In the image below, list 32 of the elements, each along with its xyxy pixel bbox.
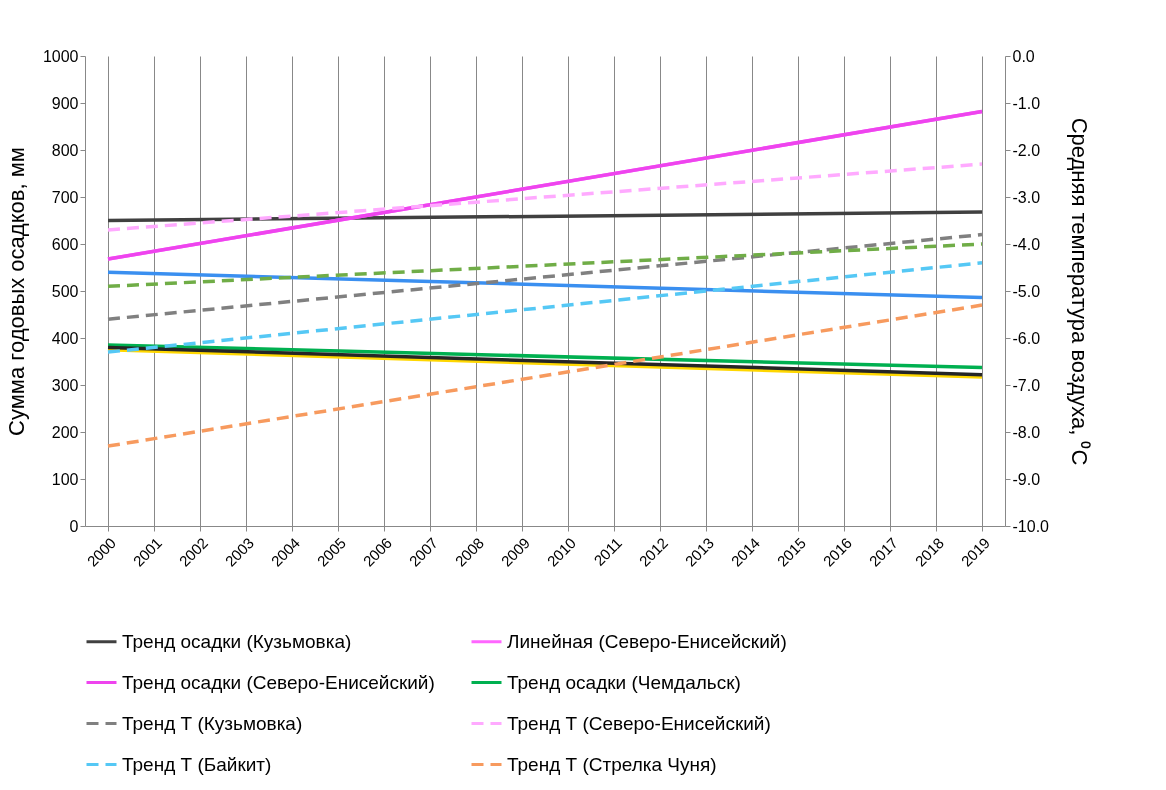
legend-label: Тренд Т (Северо-Енисейский)	[507, 712, 771, 734]
y-tick-label: 800	[51, 141, 79, 159]
y-tick-label: 900	[51, 94, 79, 112]
y2-tick-label: 0.0	[1012, 47, 1035, 65]
y2-tick-label: -8.0	[1012, 423, 1041, 441]
y2-tick-label: -6.0	[1012, 329, 1041, 347]
y2-tick-label: -10.0	[1012, 517, 1050, 535]
y-tick-label: 400	[51, 329, 79, 347]
y-tick-label: 500	[51, 282, 79, 300]
y-axis-title: Сумма годовых осадков, мм	[3, 147, 29, 436]
y2-tick-label: -1.0	[1012, 94, 1041, 112]
y-tick-label: 300	[51, 376, 79, 394]
legend-label: Тренд Т (Стрелка Чуня)	[507, 753, 717, 775]
y2-tick-label: -2.0	[1012, 141, 1041, 159]
y2-tick-label: -7.0	[1012, 376, 1041, 394]
legend-label: Тренд осадки (Чемдальск)	[507, 671, 741, 693]
y-tick-label: 100	[51, 470, 79, 488]
legend-label: Линейная (Северо-Енисейский)	[507, 630, 787, 652]
y-tick-label: 600	[51, 235, 79, 253]
y-tick-label: 1000	[42, 47, 79, 65]
y-tick-label: 700	[51, 188, 79, 206]
y2-tick-label: -4.0	[1012, 235, 1041, 253]
legend-label: Тренд Т (Кузьмовка)	[122, 712, 303, 734]
y2-tick-label: -9.0	[1012, 470, 1041, 488]
legend-label: Тренд Т (Байкит)	[122, 753, 272, 775]
legend-label: Тренд осадки (Кузьмовка)	[122, 630, 352, 652]
y2-tick-label: -5.0	[1012, 282, 1041, 300]
y2-tick-label: -3.0	[1012, 188, 1041, 206]
y2-axis-title: Средняя температура воздуха, ⁰С	[1066, 117, 1092, 466]
legend-label: Тренд осадки (Северо-Енисейский)	[122, 671, 435, 693]
y-tick-label: 200	[51, 423, 79, 441]
y-tick-label: 0	[69, 517, 79, 535]
